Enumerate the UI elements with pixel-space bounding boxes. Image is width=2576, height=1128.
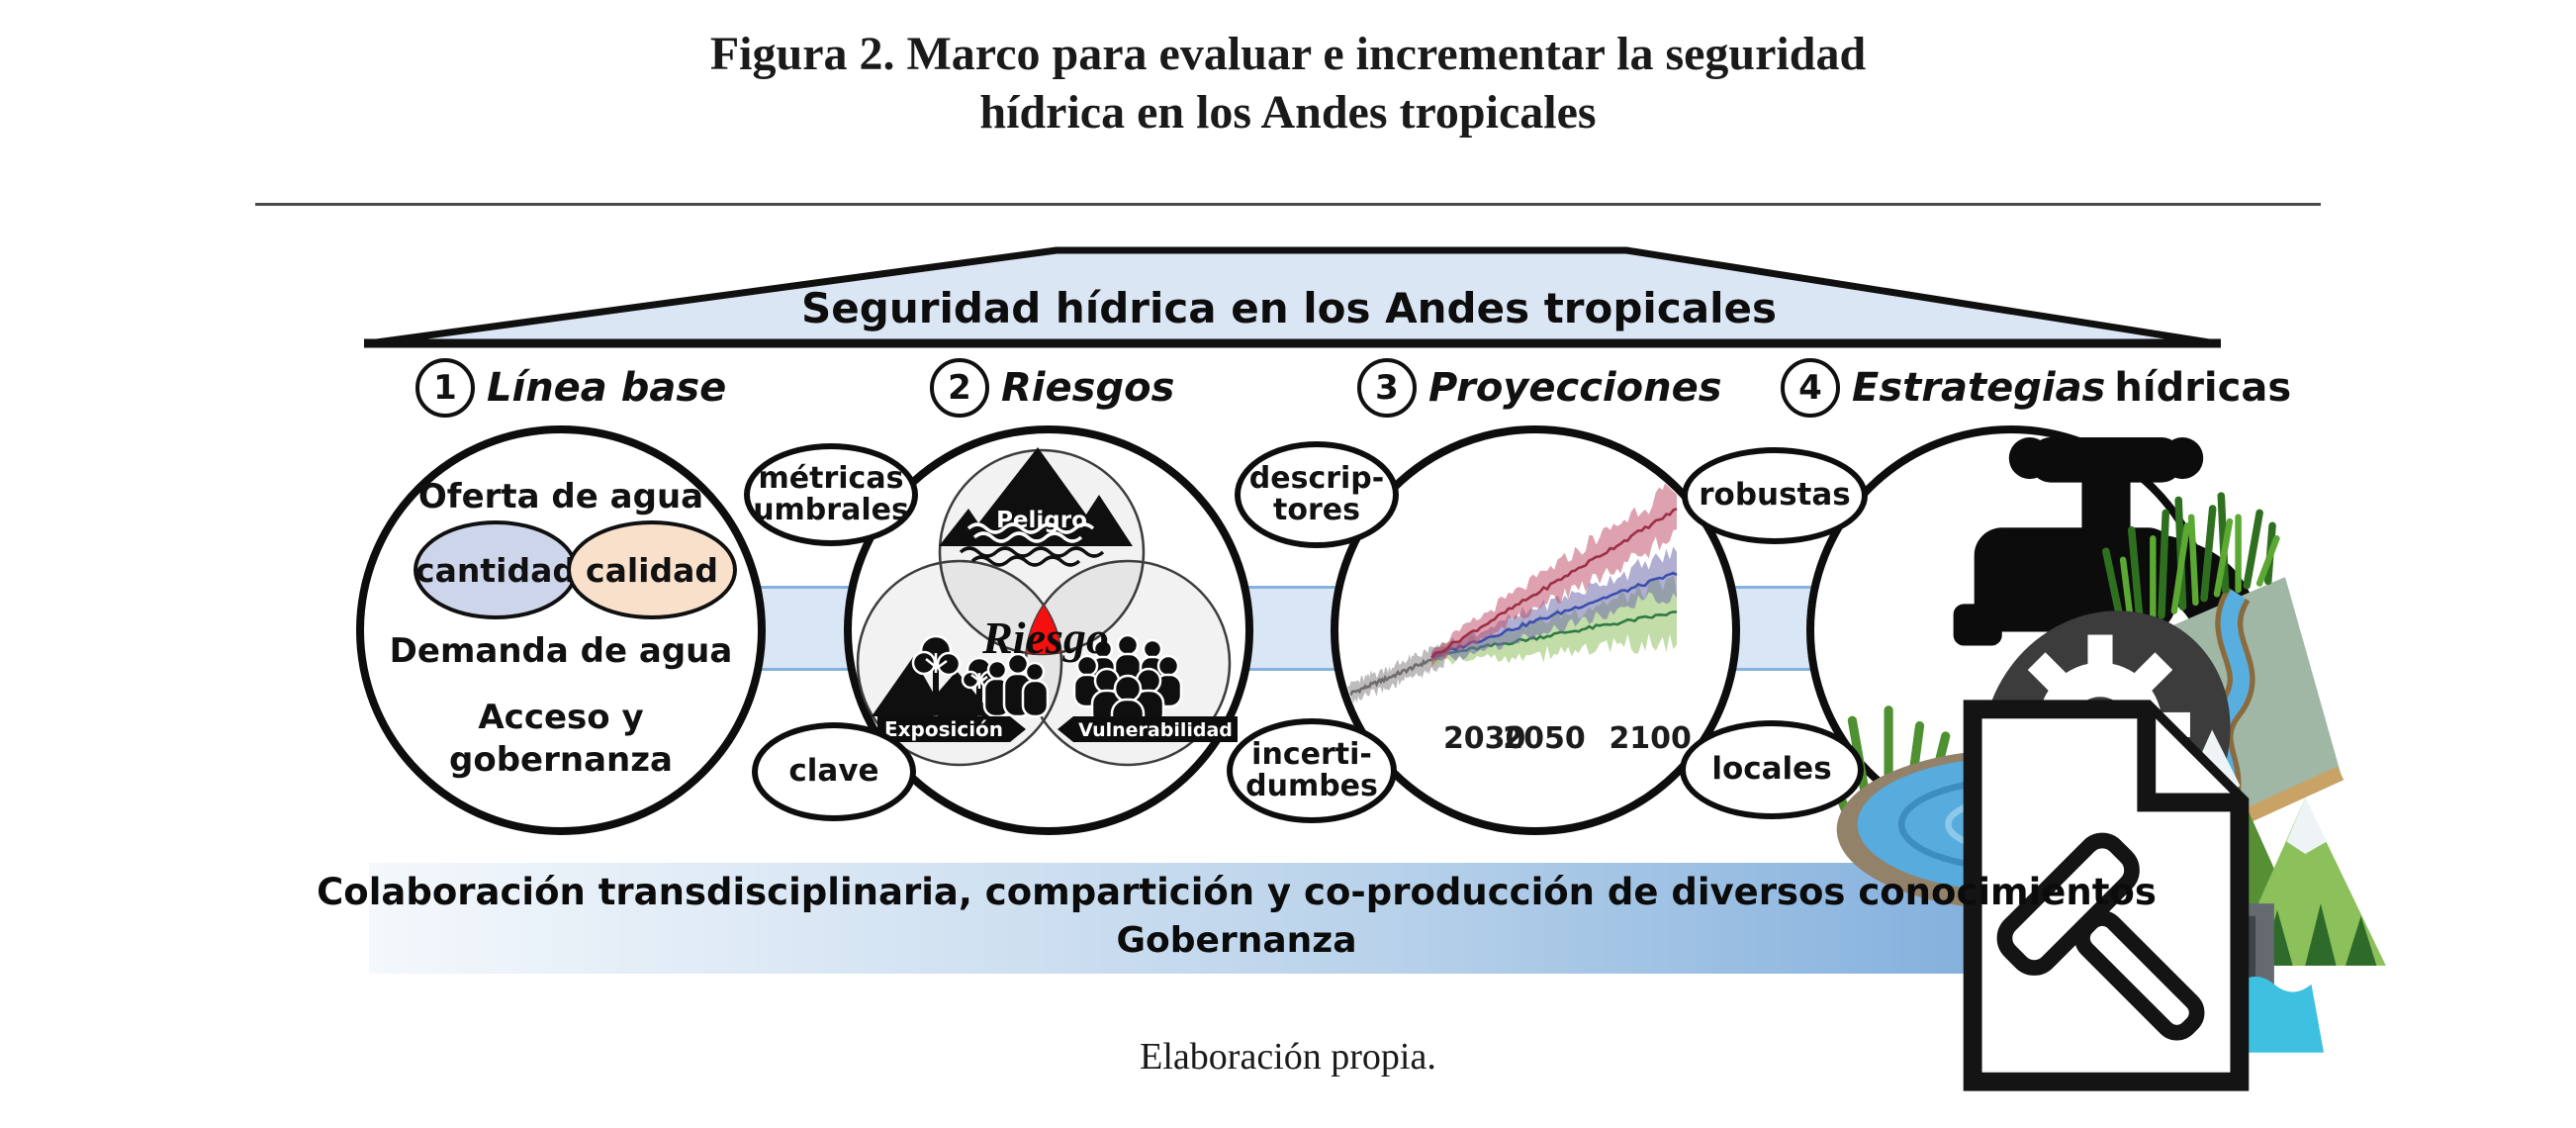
roof-label: Seguridad hídrica en los Andes tropicale… <box>801 284 1777 332</box>
governance-label: Gobernanza <box>1116 919 1357 961</box>
svg-text:2100: 2100 <box>1609 721 1692 756</box>
bubble-metrics-thresholds: métricas umbrales <box>744 443 918 546</box>
bubble-uncertainties: incerti- dumbes <box>1227 718 1397 823</box>
collaboration-arrow-text: Colaboración transdisciplinaria, compart… <box>317 857 2157 974</box>
strategies-circle <box>1806 425 2386 1091</box>
vulnerability-banner: Vulnerabilidad <box>1058 716 1238 742</box>
collaboration-label: Colaboración transdisciplinaria, compart… <box>317 870 2157 913</box>
gavel-icon <box>1996 832 2205 1041</box>
exposure-banner: Exposición <box>877 716 1026 742</box>
baseline-circle: Oferta de agua cantidad calidad Demanda … <box>356 425 766 835</box>
risk-label: Riesgo <box>981 612 1109 663</box>
step-label-1: Línea base <box>487 365 727 411</box>
figure-title-line2: hídrica en los Andes tropicales <box>979 85 1597 139</box>
step-number-2: 2 <box>930 358 989 418</box>
roof-shape <box>364 246 2221 348</box>
figure-title-line1: Figura 2. Marco para evaluar e increment… <box>709 28 1867 80</box>
head-gear-icon <box>1903 540 2231 942</box>
figure-title: Figura 2. Marco para evaluar e increment… <box>0 26 2576 141</box>
quantity-ellipse: cantidad <box>414 520 578 619</box>
risk-venn: Peligro <box>856 447 1238 767</box>
step-number-1: 1 <box>415 358 475 418</box>
step-number-4: 4 <box>1781 358 1840 418</box>
step-number-3: 3 <box>1357 358 1417 418</box>
vulnerability-label: Vulnerabilidad <box>1078 719 1233 741</box>
hazard-mountains-icon <box>939 447 1133 567</box>
svg-text:2050: 2050 <box>1503 721 1586 756</box>
collaboration-arrow <box>369 849 2209 987</box>
risk-circle: Peligro <box>844 425 1253 835</box>
hazard-label: Peligro <box>996 508 1087 533</box>
roof-polygon <box>372 246 2213 346</box>
quantity-label: cantidad <box>415 550 576 590</box>
quality-ellipse: calidad <box>567 520 737 619</box>
flow-band <box>559 586 2018 671</box>
bubble-local: locales <box>1680 720 1864 819</box>
figure-source: Elaboración propia. <box>1140 1036 1436 1078</box>
water-supply-label: Oferta de agua <box>417 477 704 517</box>
title-divider <box>255 203 2321 206</box>
step-header-strategies: 4 Estrategias hídricas <box>1781 358 2291 418</box>
arrow-body <box>369 849 2209 987</box>
quality-label: calidad <box>586 550 718 590</box>
water-demand-label: Demanda de agua <box>389 631 733 671</box>
svg-text:2030: 2030 <box>1443 721 1526 756</box>
step-label-3: Proyecciones <box>1428 365 1722 411</box>
step-label-2: Riesgos <box>1001 365 1175 411</box>
step-header-projections: 3 Proyecciones <box>1357 358 1731 418</box>
bubble-robust: robustas <box>1682 447 1868 544</box>
access-governance-label: Acceso y gobernanza <box>449 698 673 780</box>
step-label-4: Estrategias hídricas <box>1852 365 2292 411</box>
policy-document-gavel-icon <box>1909 699 2250 1091</box>
step-header-risks: 2 Riesgos <box>930 358 1183 418</box>
exposure-label: Exposición <box>884 717 1003 741</box>
bubble-key: clave <box>752 722 916 821</box>
projections-circle: 2030 2050 2100 <box>1331 425 1740 835</box>
bubble-descriptors: descrip- tores <box>1235 441 1399 548</box>
step-header-baseline: 1 Línea base <box>415 358 735 418</box>
